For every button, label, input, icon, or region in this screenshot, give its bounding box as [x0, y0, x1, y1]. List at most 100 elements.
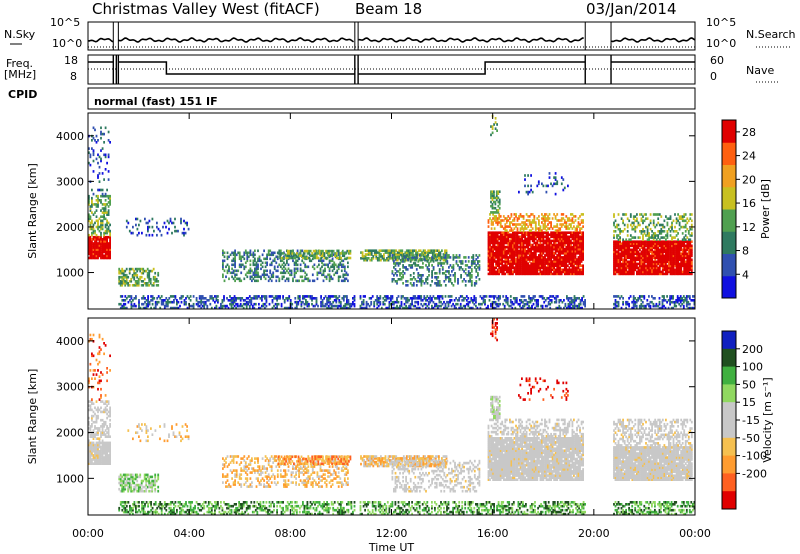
power-cell: [438, 299, 441, 302]
power-cell: [472, 254, 475, 257]
power-cell: [95, 235, 98, 239]
power-cell: [250, 297, 253, 300]
power-cell: [399, 272, 401, 275]
power-cell: [516, 223, 519, 226]
power-cell: [173, 306, 175, 310]
power-cell: [661, 306, 664, 310]
power-cell: [303, 295, 306, 298]
power-cell: [234, 263, 236, 267]
power-cell: [238, 277, 241, 281]
power-cell: [424, 253, 426, 256]
power-cell: [487, 231, 490, 234]
power-cell: [523, 302, 526, 306]
power-cell: [539, 247, 542, 251]
power-cell: [580, 239, 583, 243]
power-cell: [645, 240, 647, 243]
power-cell: [412, 262, 415, 265]
power-cell: [89, 227, 92, 231]
power-cell: [361, 251, 364, 254]
power-cell: [482, 300, 485, 304]
power-cell: [138, 231, 140, 235]
power-cell: [568, 245, 571, 249]
power-cell: [322, 259, 325, 263]
power-cell: [97, 235, 99, 239]
power-cell: [541, 182, 543, 186]
power-cell: [280, 304, 283, 308]
power-cell: [292, 277, 294, 281]
power-cell: [343, 252, 346, 255]
power-cell: [125, 306, 128, 310]
power-cell: [510, 247, 513, 251]
power-cell: [91, 139, 93, 142]
power-cell: [92, 151, 95, 154]
power-cell: [570, 231, 572, 234]
power-cell: [257, 273, 259, 277]
power-cell: [107, 250, 110, 253]
power-cell: [570, 213, 572, 216]
power-cell: [487, 241, 490, 245]
power-cell: [270, 251, 273, 255]
power-cell: [576, 235, 578, 239]
power-cell: [539, 252, 542, 255]
power-cell: [620, 295, 623, 298]
power-cell: [235, 277, 238, 281]
power-cell: [142, 267, 145, 271]
power-cell: [405, 297, 407, 300]
power-cell: [542, 243, 545, 247]
power-cell: [330, 277, 332, 281]
power-cell: [333, 299, 336, 302]
power-cell: [118, 275, 121, 279]
power-cell: [507, 233, 510, 236]
power-cell: [272, 275, 275, 279]
power-cell: [444, 274, 447, 277]
power-cell: [425, 280, 427, 283]
power-cell: [635, 300, 638, 304]
power-cell: [560, 252, 563, 255]
power-cell: [328, 267, 331, 271]
power-cell: [516, 264, 519, 267]
power-cell: [578, 297, 580, 300]
power-cell: [386, 251, 388, 254]
power-cell: [198, 295, 201, 298]
power-cell: [290, 269, 293, 273]
power-cell: [510, 252, 513, 255]
power-cell: [236, 302, 239, 306]
power-cell: [470, 262, 473, 265]
power-cell: [490, 304, 492, 308]
power-cell: [88, 219, 90, 223]
power-cell: [165, 304, 168, 308]
power-cell: [527, 231, 530, 234]
power-cell: [97, 194, 99, 198]
power-cell: [384, 251, 387, 254]
power-cell: [559, 252, 562, 255]
power-cell: [118, 271, 121, 275]
power-cell: [180, 300, 183, 304]
power-cell: [128, 269, 131, 273]
power-cell: [411, 302, 413, 306]
power-cell: [559, 227, 562, 230]
power-cell: [504, 229, 507, 232]
power-cell: [527, 239, 530, 243]
power-cell: [364, 257, 367, 260]
power-cell: [498, 215, 501, 218]
power-cell: [321, 261, 323, 265]
power-cell: [217, 295, 219, 298]
power-cell: [230, 300, 233, 304]
power-cell: [464, 306, 467, 310]
power-cell: [89, 256, 92, 260]
power-cell: [525, 266, 528, 269]
power-cell: [279, 252, 281, 255]
power-cell: [574, 254, 577, 257]
power-cell: [553, 262, 555, 265]
power-cell: [577, 266, 580, 269]
power-cell: [97, 221, 99, 225]
power-cell: [495, 190, 498, 193]
power-cell: [568, 260, 571, 263]
power-cell: [140, 280, 143, 283]
power-cell: [504, 264, 507, 267]
power-cell: [155, 280, 158, 283]
power-cell: [288, 256, 291, 260]
power-cell: [531, 306, 533, 310]
power-cell: [327, 300, 330, 304]
power-cell: [320, 295, 322, 298]
